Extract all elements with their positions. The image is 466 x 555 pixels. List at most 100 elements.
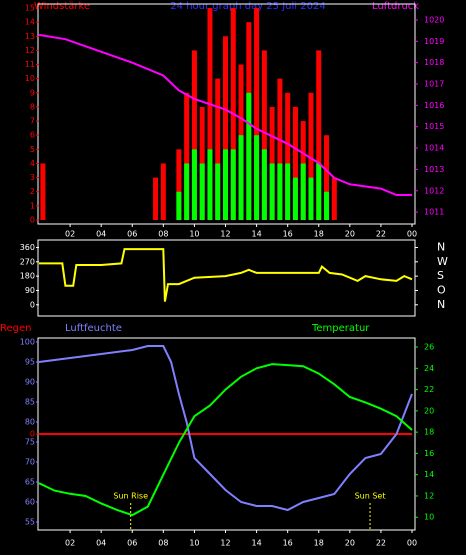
y2-tick-label: S bbox=[437, 269, 444, 282]
y2-tick-label: 1012 bbox=[424, 186, 444, 195]
y-tick-label: 55 bbox=[25, 518, 35, 527]
y-tick-label: 6 bbox=[30, 131, 35, 140]
y-tick-label: 10 bbox=[25, 74, 35, 83]
x-tick-label: 08 bbox=[158, 230, 168, 239]
annotation-label: Sun Rise bbox=[113, 492, 148, 501]
wind-bar bbox=[277, 163, 283, 220]
rain-label: Regen bbox=[0, 323, 32, 334]
wind-label: Windstärke bbox=[34, 1, 90, 12]
y2-tick-label: 10 bbox=[424, 513, 434, 522]
y2-tick-label: 16 bbox=[424, 449, 434, 458]
y-tick-label: 5 bbox=[30, 145, 35, 154]
series-line bbox=[38, 33, 412, 196]
wind-bar bbox=[223, 36, 228, 221]
x-tick-label: 02 bbox=[65, 230, 75, 239]
x-tick-label: 10 bbox=[189, 230, 199, 239]
temperature-label: Temperatur bbox=[311, 323, 370, 334]
y2-tick-label: 20 bbox=[424, 406, 434, 415]
plot-frame bbox=[37, 239, 416, 317]
y-tick-label: 65 bbox=[25, 478, 35, 487]
wind-bar bbox=[207, 149, 213, 220]
y-tick-label: 13 bbox=[25, 32, 35, 41]
x-tick-label: 22 bbox=[376, 539, 386, 548]
y2-tick-label: 1011 bbox=[424, 208, 444, 217]
wind-bar bbox=[207, 8, 213, 220]
y-tick-label: 75 bbox=[25, 438, 35, 447]
y2-tick-label: 1020 bbox=[424, 15, 444, 24]
wind-bar bbox=[292, 106, 298, 220]
y-tick-label: 15 bbox=[25, 4, 35, 13]
wind-bar bbox=[277, 78, 283, 221]
x-tick-label: 06 bbox=[127, 230, 137, 239]
y-tick-label: 2 bbox=[30, 187, 35, 196]
wind-bar bbox=[184, 163, 190, 220]
series-line bbox=[38, 363, 413, 517]
y2-tick-label: 26 bbox=[424, 343, 434, 352]
series-line bbox=[38, 345, 413, 512]
y-tick-label: 270 bbox=[20, 257, 35, 266]
x-tick-label: 04 bbox=[96, 539, 106, 548]
wind-bar bbox=[223, 149, 228, 220]
y-tick-label: 100 bbox=[20, 338, 35, 347]
wind-bar bbox=[324, 191, 330, 220]
y-tick-label: 4 bbox=[30, 159, 35, 168]
y-tick-label: 14 bbox=[25, 18, 35, 27]
wind-bar bbox=[153, 177, 159, 220]
x-tick-label: 18 bbox=[314, 539, 324, 548]
y2-tick-label: 1015 bbox=[424, 122, 444, 131]
y-tick-label: 8 bbox=[30, 102, 35, 111]
x-tick-label: 12 bbox=[220, 539, 230, 548]
wind-bar bbox=[285, 92, 291, 220]
y2-tick-label: N bbox=[437, 298, 445, 311]
y-tick-label: 60 bbox=[25, 498, 35, 507]
x-tick-label: 02 bbox=[65, 539, 75, 548]
x-tick-label: 06 bbox=[127, 539, 137, 548]
y2-tick-label: O bbox=[437, 283, 446, 296]
plot-frame bbox=[37, 3, 416, 225]
y-tick-label: 80 bbox=[25, 418, 35, 427]
x-tick-label: 00 bbox=[407, 230, 417, 239]
y2-tick-label: N bbox=[437, 240, 445, 253]
y-tick-label: 0 bbox=[30, 216, 35, 225]
y2-tick-label: 1014 bbox=[424, 144, 444, 153]
y-tick-label: 12 bbox=[25, 46, 35, 55]
wind-bar bbox=[300, 163, 306, 220]
x-tick-label: 08 bbox=[158, 539, 168, 548]
y2-tick-label: 14 bbox=[424, 470, 434, 479]
y-tick-label: 70 bbox=[25, 458, 35, 467]
y2-tick-label: 12 bbox=[424, 491, 434, 500]
y2-tick-label: 24 bbox=[424, 364, 434, 373]
annotation-label: Sun Set bbox=[355, 492, 386, 501]
wind-bar bbox=[184, 92, 190, 220]
wind-bar bbox=[246, 92, 252, 220]
wind-bar bbox=[230, 149, 236, 220]
x-tick-label: 22 bbox=[376, 230, 386, 239]
y-tick-label: 0 bbox=[30, 300, 35, 309]
wind-bar bbox=[316, 50, 322, 221]
wind-bar bbox=[316, 163, 322, 220]
wind-bar bbox=[261, 50, 267, 221]
y-tick-label: 1 bbox=[30, 201, 35, 210]
y-tick-label: 90 bbox=[25, 286, 35, 295]
wind-bar bbox=[308, 92, 314, 220]
wind-bar bbox=[191, 50, 197, 221]
x-tick-label: 20 bbox=[345, 230, 355, 239]
wind-bar bbox=[215, 163, 221, 220]
y-tick-label: 11 bbox=[25, 60, 35, 69]
y-tick-label: 3 bbox=[30, 173, 35, 182]
humidity-label: Luftfeuchte bbox=[65, 323, 122, 334]
y2-tick-label: 1019 bbox=[424, 37, 444, 46]
wind-bar bbox=[215, 78, 221, 221]
pressure-label: Luftdruck bbox=[372, 1, 419, 12]
wind-bar bbox=[331, 177, 337, 220]
series-line bbox=[39, 248, 413, 302]
y-tick-label: 0 bbox=[30, 430, 35, 439]
y2-tick-label: 1018 bbox=[424, 58, 444, 67]
wind-bar bbox=[160, 163, 166, 220]
x-tick-label: 18 bbox=[314, 230, 324, 239]
y-tick-label: 7 bbox=[30, 117, 35, 126]
wind-bar bbox=[261, 149, 267, 220]
y2-tick-label: 22 bbox=[424, 385, 434, 394]
